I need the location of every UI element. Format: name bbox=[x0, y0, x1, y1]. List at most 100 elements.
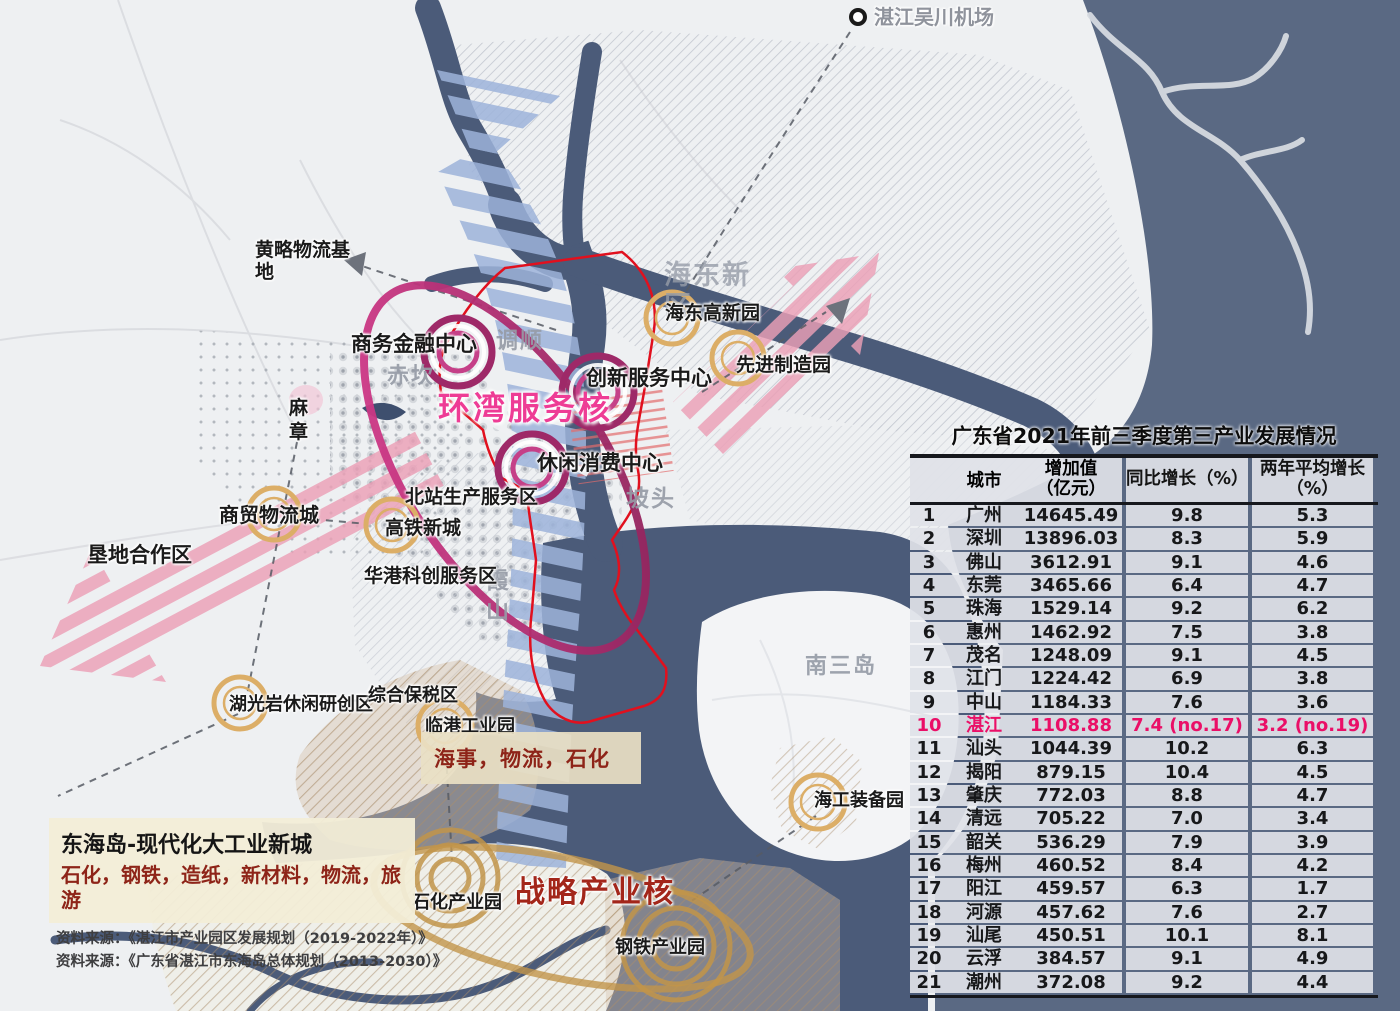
cell-avg2: 6.3 bbox=[1252, 738, 1373, 760]
cell-rank: 21 bbox=[916, 971, 942, 993]
cell-rank: 20 bbox=[916, 948, 942, 970]
cell-avg2: 3.6 bbox=[1252, 691, 1373, 713]
cell-avg2: 5.3 bbox=[1252, 505, 1373, 527]
cell-yoy: 8.3 bbox=[1126, 528, 1248, 550]
cell-rank: 2 bbox=[922, 528, 936, 550]
cell-value: 450.51 bbox=[1036, 924, 1106, 946]
table-row: 7 茂名 1248.09 9.1 4.5 bbox=[910, 644, 1378, 667]
cell-city: 肇庆 bbox=[966, 784, 1002, 806]
cell-value: 13896.03 bbox=[1023, 528, 1119, 550]
cell-avg2: 3.9 bbox=[1252, 831, 1373, 853]
cell-city: 佛山 bbox=[966, 551, 1002, 573]
cell-value: 536.29 bbox=[1036, 831, 1106, 853]
cell-rank: 9 bbox=[922, 691, 936, 713]
col-header-value: 增加值 （亿元） bbox=[1020, 458, 1122, 502]
table-row: 18 河源 457.62 7.6 2.7 bbox=[910, 901, 1378, 923]
cell-avg2: 4.6 bbox=[1252, 551, 1373, 573]
business-finance-ring bbox=[420, 314, 496, 390]
center-label-business-finance: 商务金融中心 bbox=[351, 332, 477, 356]
cell-rank: 12 bbox=[916, 761, 942, 783]
site-label-advanced-mfg: 先进制造园 bbox=[736, 354, 832, 376]
cell-avg2: 6.2 bbox=[1252, 598, 1373, 620]
table-row: 4 东莞 3465.66 6.4 4.7 bbox=[910, 574, 1378, 597]
steel-park-rings bbox=[619, 889, 733, 1003]
table-title: 广东省2021年前三季度第三产业发展情况 bbox=[951, 424, 1337, 448]
cell-rank: 1 bbox=[922, 505, 936, 526]
cell-city: 韶关 bbox=[966, 831, 1002, 853]
table-row: 11 汕头 1044.39 10.2 6.3 bbox=[910, 738, 1378, 760]
table-rule-mid bbox=[910, 501, 1378, 505]
cell-yoy: 9.2 bbox=[1126, 971, 1248, 993]
core-label-strategic-industry: 战略产业核 bbox=[515, 875, 675, 910]
col-header-yoy: 同比增长（%） bbox=[1126, 457, 1249, 502]
cell-avg2: 4.9 bbox=[1252, 948, 1373, 970]
site-label-gaotie: 高铁新城 bbox=[385, 517, 462, 539]
cell-block-main: 17 阳江 459.57 bbox=[910, 878, 1122, 900]
cell-block-main: 7 茂名 1248.09 bbox=[910, 644, 1122, 667]
airport-icon bbox=[849, 8, 867, 26]
table-body: 1 广州 14645.49 9.8 5.3 2 深圳 13896.03 8.3 5.9 3 佛山 361… bbox=[910, 505, 1378, 993]
huguangyan-ring bbox=[211, 674, 269, 732]
site-label-marine-equip: 海工装备园 bbox=[814, 790, 904, 811]
cell-yoy: 7.6 bbox=[1126, 691, 1248, 713]
cell-rank: 16 bbox=[916, 854, 942, 876]
cell-avg2: 4.7 bbox=[1252, 574, 1373, 597]
cell-yoy: 6.9 bbox=[1126, 668, 1248, 690]
cell-avg2: 8.1 bbox=[1252, 924, 1373, 947]
col-header-value-line2: （亿元） bbox=[1036, 478, 1106, 499]
cell-city: 阳江 bbox=[966, 878, 1002, 900]
cell-city: 广州 bbox=[966, 505, 1002, 526]
cell-yoy: 7.5 bbox=[1126, 621, 1248, 643]
cell-rank: 7 bbox=[922, 644, 936, 666]
cell-city: 珠海 bbox=[966, 598, 1002, 620]
cell-yoy: 9.2 bbox=[1126, 598, 1248, 620]
cell-value: 1044.39 bbox=[1030, 738, 1112, 760]
district-label-potou: 坡头 bbox=[626, 486, 676, 512]
cell-city: 茂名 bbox=[966, 644, 1002, 666]
cell-block-main: 4 东莞 3465.66 bbox=[910, 574, 1122, 597]
cell-value: 457.62 bbox=[1036, 901, 1106, 923]
cell-block-main: 10 湛江 1108.88 bbox=[910, 714, 1122, 737]
cell-yoy: 10.2 bbox=[1126, 738, 1248, 760]
table-row: 15 韶关 536.29 7.9 3.9 bbox=[910, 831, 1378, 853]
cell-value: 772.03 bbox=[1036, 784, 1106, 806]
col-header-city: 城市 bbox=[966, 471, 1002, 491]
site-label-steel: 钢铁产业园 bbox=[615, 937, 705, 958]
nansandao-island bbox=[696, 590, 959, 862]
bridge-line bbox=[480, 415, 590, 477]
cell-rank: 4 bbox=[922, 574, 936, 596]
cell-city: 湛江 bbox=[966, 714, 1002, 736]
site-label-kendi: 垦地合作区 bbox=[87, 543, 192, 567]
source-line-2: 资料来源：《广东省湛江市东海岛总体规划（2013-2030）》 bbox=[56, 954, 448, 970]
col-header-avg-line2: （%） bbox=[1286, 478, 1339, 499]
table-row: 19 汕尾 450.51 10.1 8.1 bbox=[910, 924, 1378, 947]
cell-block-main: 14 清远 705.22 bbox=[910, 808, 1122, 830]
table-row: 9 中山 1184.33 7.6 3.6 bbox=[910, 691, 1378, 713]
red-boundary bbox=[438, 250, 668, 724]
cell-yoy: 7.0 bbox=[1126, 808, 1248, 830]
cell-rank: 15 bbox=[916, 831, 942, 853]
table-rule-bottom bbox=[910, 994, 1378, 999]
district-label-diaoshun: 调顺 bbox=[496, 329, 545, 354]
cell-rank: 11 bbox=[916, 738, 942, 760]
maritime-callout-text: 海事，物流，石化 bbox=[434, 747, 610, 771]
cell-block-main: 15 韶关 536.29 bbox=[910, 831, 1122, 853]
cell-avg2: 5.9 bbox=[1252, 528, 1373, 550]
district-label-haidong: 海东新区 bbox=[664, 260, 751, 323]
industry-table: 广东省2021年前三季度第三产业发展情况 城市 增加值 （亿元） 同比增长（%）… bbox=[910, 419, 1378, 999]
site-label-huagang: 华港科创服务区 bbox=[364, 565, 498, 587]
cell-city: 梅州 bbox=[966, 854, 1002, 876]
core-label-bay-service: 环湾服务核 bbox=[438, 389, 614, 427]
cell-city: 揭阳 bbox=[966, 761, 1002, 783]
cell-block-main: 2 深圳 13896.03 bbox=[910, 528, 1122, 550]
cell-block-main: 5 珠海 1529.14 bbox=[910, 598, 1122, 620]
table-row: 17 阳江 459.57 6.3 1.7 bbox=[910, 878, 1378, 900]
cell-block-main: 20 云浮 384.57 bbox=[910, 948, 1122, 970]
col-header-value-line1: 增加值 bbox=[1044, 458, 1098, 479]
cell-yoy: 9.1 bbox=[1126, 644, 1248, 667]
cell-yoy: 10.4 bbox=[1126, 761, 1248, 783]
site-label-beizhan: 北站生产服务区 bbox=[405, 486, 539, 508]
cell-avg2: 2.7 bbox=[1252, 901, 1373, 923]
cell-block-main: 6 惠州 1462.92 bbox=[910, 621, 1122, 643]
table-row: 8 江门 1224.42 6.9 3.8 bbox=[910, 668, 1378, 690]
